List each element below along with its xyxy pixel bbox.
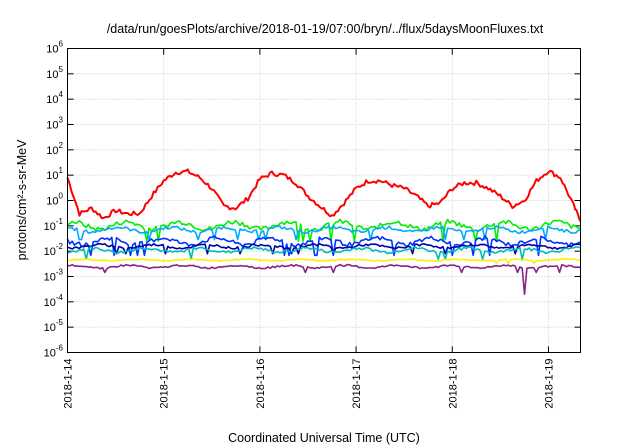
y-tick-label: 10-5 [44,318,64,334]
series-line [67,242,581,255]
y-tick-label: 101 [46,166,63,182]
y-tick-label: 10-2 [44,242,64,258]
series-line [67,258,581,264]
series-line [66,168,582,222]
y-tick-label: 100 [46,192,63,208]
x-tick-labels: 2018-1-14 2018-1-15 2018-1-16 2018-1-17 2018… [63,359,556,409]
series-line [67,225,581,241]
series-line [67,218,581,242]
x-tick-label: 2018-1-15 [159,359,171,409]
y-tick-label: 102 [46,141,63,157]
x-tick-label: 2018-1-17 [351,359,363,409]
plot-frame [67,48,581,353]
y-tick-labels: 10-6 10-5 10-4 10-3 10-2 10-1 100 101 102 103 104 1… [44,40,64,360]
y-tick-label: 104 [46,90,63,106]
series-line [67,246,581,260]
x-tick-label: 2018-1-16 [255,359,267,409]
x-tick-label: 2018-1-14 [63,359,75,409]
chart-title: /data/run/goesPlots/archive/2018-01-19/0… [107,22,544,36]
y-axis-title: protons/cm²-s-sr-MeV [15,139,29,261]
y-tick-label: 10-4 [44,293,64,309]
series-line [67,263,581,295]
series-layer [66,168,582,295]
x-tick-label: 2018-1-18 [447,359,459,409]
series-line [66,235,581,257]
x-axis-title: Coordinated Universal Time (UTC) [228,431,420,445]
y-tick-label: 103 [46,116,63,132]
y-tick-label: 106 [46,40,63,56]
y-tick-label: 10-3 [44,268,64,284]
y-tick-label: 10-6 [44,344,64,360]
y-tick-label: 10-1 [44,217,64,233]
x-tick-label: 2018-1-19 [543,359,555,409]
y-tick-label: 105 [46,65,63,81]
